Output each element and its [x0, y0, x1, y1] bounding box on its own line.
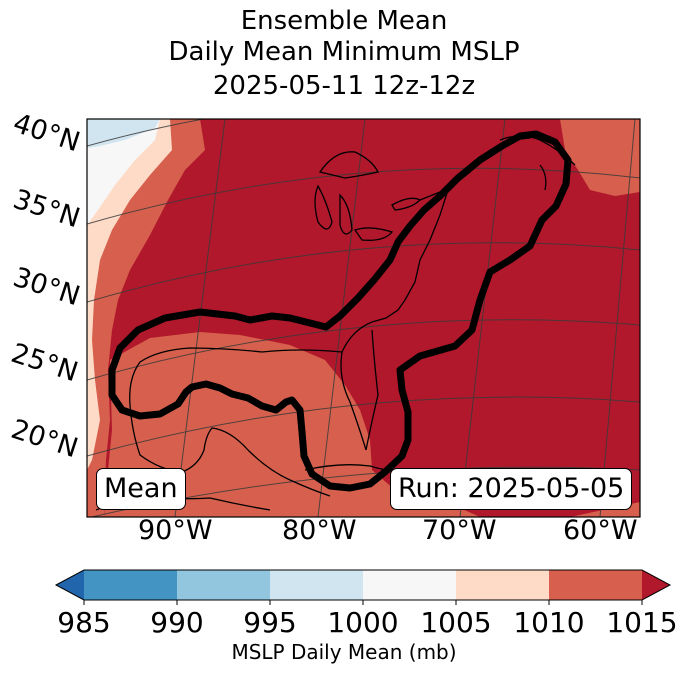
field-1000-west	[87, 119, 160, 225]
field-1010-east	[560, 119, 640, 196]
mean-badge: Mean	[96, 468, 186, 510]
colorbar-tick-1000: 1000	[327, 606, 399, 639]
title-line-1: Ensemble Mean	[240, 6, 448, 36]
colorbar-band-1005	[456, 570, 549, 600]
title-line-2: Daily Mean Minimum MSLP	[168, 37, 520, 67]
run-date-badge: Run: 2025-05-05	[390, 468, 633, 510]
map-frame	[86, 118, 641, 518]
colorbar-extend-low	[56, 570, 84, 600]
colorbar	[54, 569, 672, 605]
colorbar-ticks	[83, 600, 643, 605]
lon-label-70w: 70°W	[422, 515, 497, 546]
colorbar-tick-1010: 1010	[513, 606, 585, 639]
colorbar-tick-990: 990	[150, 606, 204, 639]
colorbar-band-995	[270, 570, 363, 600]
colorbar-label: MSLP Daily Mean (mb)	[231, 640, 457, 664]
colorbar-band-985	[84, 570, 177, 600]
colorbar-tick-985: 985	[57, 606, 111, 639]
colorbar-tick-1005: 1005	[420, 606, 492, 639]
colorbar-extend-high	[642, 570, 670, 600]
colorbar-band-1000	[363, 570, 456, 600]
map-panel	[87, 119, 640, 517]
lon-label-90w: 90°W	[138, 515, 213, 546]
lon-label-80w: 80°W	[282, 515, 357, 546]
mslp-contour	[108, 130, 572, 492]
colorbar-band-1010	[549, 570, 642, 600]
field-1010-gulf	[104, 332, 480, 517]
colorbar-tick-1015: 1015	[606, 606, 678, 639]
lon-label-60w: 60°W	[563, 515, 638, 546]
colorbar-tick-995: 995	[243, 606, 297, 639]
colorbar-band-990	[177, 570, 270, 600]
title-line-3: 2025-05-11 12z-12z	[212, 71, 476, 101]
field-1005-west	[87, 119, 172, 470]
